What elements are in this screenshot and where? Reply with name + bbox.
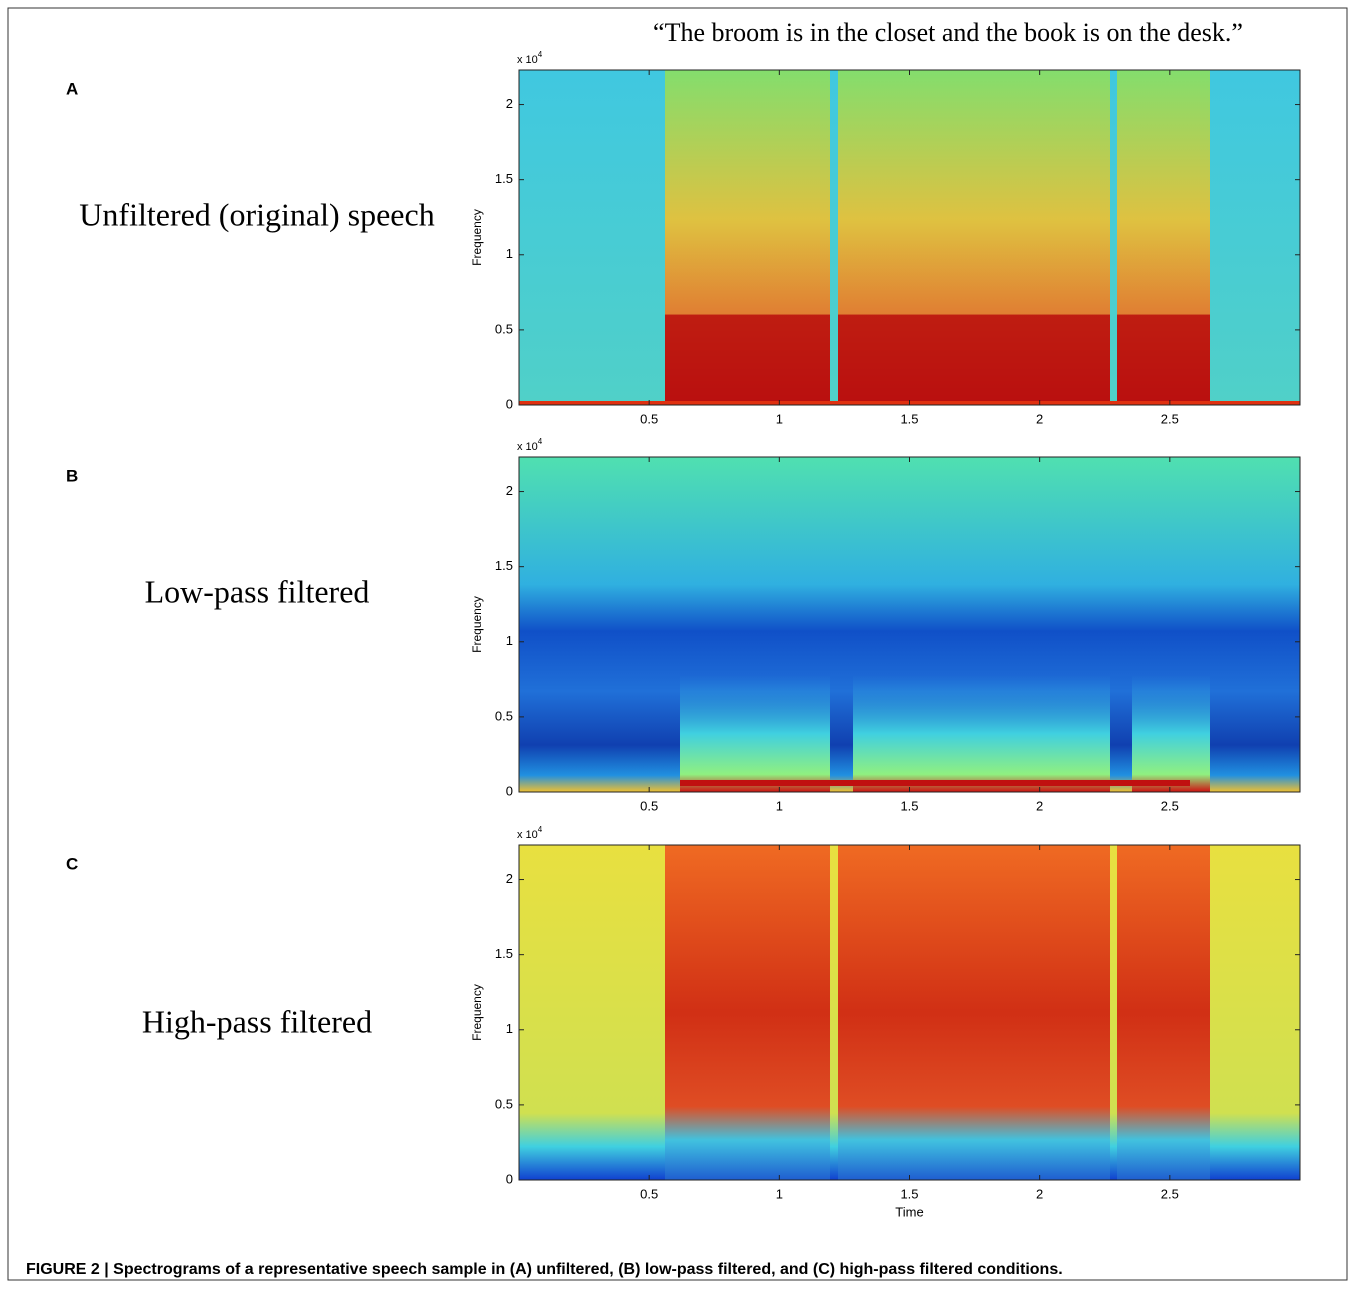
y-tick-label: 2	[506, 871, 513, 886]
y-tick-label: 1.5	[495, 558, 513, 573]
y-tick-label: 0	[506, 783, 513, 798]
speech-energy	[1117, 314, 1210, 405]
y-tick-label: 1.5	[495, 171, 513, 186]
y-scale-base: x 10	[517, 829, 538, 841]
speech-energy	[1117, 845, 1210, 1180]
x-tick-label: 0.5	[640, 798, 658, 813]
panel-letter: B	[66, 466, 78, 485]
y-tick-label: 1	[506, 1021, 513, 1036]
x-axis-label: Time	[895, 1204, 923, 1219]
y-tick-label: 0	[506, 396, 513, 411]
speech-energy	[838, 845, 1110, 1180]
y-scale: x 104	[517, 825, 543, 841]
x-tick-label: 2.5	[1161, 411, 1179, 426]
x-tick-label: 2	[1036, 798, 1043, 813]
y-tick-label: 0.5	[495, 321, 513, 336]
x-tick-label: 0.5	[640, 1186, 658, 1201]
x-tick-label: 2.5	[1161, 798, 1179, 813]
speech-energy	[680, 674, 830, 792]
y-scale: x 104	[517, 50, 543, 66]
condition-label: High-pass filtered	[142, 1003, 372, 1039]
caption: FIGURE 2 | Spectrograms of a representat…	[26, 1261, 1063, 1278]
y-tick-label: 1	[506, 633, 513, 648]
x-tick-label: 1	[776, 798, 783, 813]
y-tick-label: 2	[506, 96, 513, 111]
x-tick-label: 2	[1036, 1186, 1043, 1201]
y-tick-label: 1.5	[495, 946, 513, 961]
y-scale-exponent: 4	[538, 825, 543, 834]
condition-label: Unfiltered (original) speech	[79, 196, 434, 232]
y-scale: x 104	[517, 437, 543, 453]
condition-label: Low-pass filtered	[145, 573, 370, 609]
x-tick-label: 1.5	[900, 411, 918, 426]
x-tick-label: 1.5	[900, 798, 918, 813]
sentence: “The broom is in the closet and the book…	[653, 18, 1243, 47]
x-tick-label: 1	[776, 411, 783, 426]
panel-letter: C	[66, 854, 78, 873]
y-tick-label: 0.5	[495, 708, 513, 723]
y-axis-label: Frequency	[470, 209, 484, 266]
y-tick-label: 2	[506, 483, 513, 498]
figure-border	[7, 7, 1348, 1281]
y-axis-label: Frequency	[470, 984, 484, 1041]
y-scale-exponent: 4	[538, 437, 543, 446]
speech-energy	[665, 314, 830, 405]
y-scale-base: x 10	[517, 441, 538, 453]
x-tick-label: 1.5	[900, 1186, 918, 1201]
speech-energy	[853, 674, 1110, 792]
speech-energy	[680, 780, 1190, 786]
panel-letter: A	[66, 79, 78, 98]
y-tick-label: 0	[506, 1171, 513, 1186]
y-scale-exponent: 4	[538, 50, 543, 59]
speech-energy	[665, 845, 830, 1180]
y-axis-label: Frequency	[470, 596, 484, 653]
x-tick-label: 2	[1036, 411, 1043, 426]
x-tick-label: 2.5	[1161, 1186, 1179, 1201]
x-tick-label: 0.5	[640, 411, 658, 426]
y-tick-label: 0.5	[495, 1096, 513, 1111]
speech-energy	[838, 314, 1110, 405]
y-scale-base: x 10	[517, 54, 538, 66]
speech-energy	[1132, 674, 1210, 792]
x-tick-label: 1	[776, 1186, 783, 1201]
y-tick-label: 1	[506, 246, 513, 261]
